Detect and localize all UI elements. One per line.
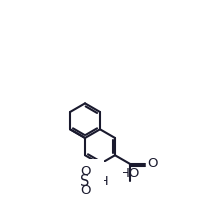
Text: S: S (80, 174, 90, 189)
Text: NH: NH (90, 175, 110, 188)
Text: O: O (80, 184, 90, 197)
Text: O: O (80, 165, 90, 178)
Text: HO: HO (120, 167, 140, 180)
Text: O: O (147, 157, 158, 170)
